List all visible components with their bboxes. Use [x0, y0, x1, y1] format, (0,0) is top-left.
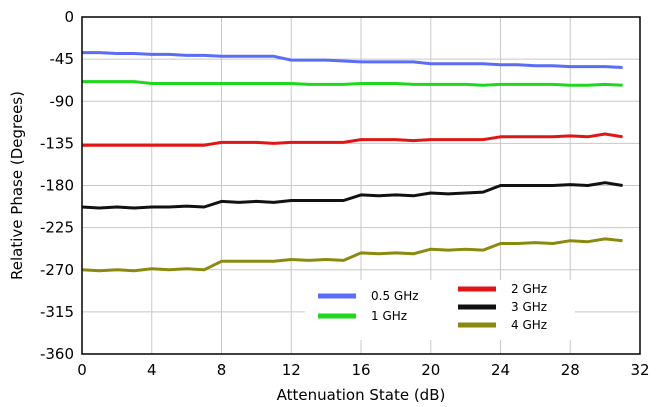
series-line: [81, 181, 623, 210]
y-tick-label: -45: [50, 50, 75, 68]
x-tick-label: 16: [351, 361, 370, 379]
y-tick-label: -315: [40, 303, 74, 321]
plot-frame: [81, 16, 641, 355]
y-axis-label: Relative Phase (Degrees): [8, 91, 26, 280]
legend: 0.5 GHz 1 GHz 2 GHz 3 GHz 4 GHz: [305, 280, 575, 340]
y-tick-label: 0: [64, 8, 74, 26]
y-tick-label: -360: [40, 345, 74, 363]
x-tick-label: 24: [491, 361, 510, 379]
x-tick-label: 8: [217, 361, 227, 379]
x-tick-label: 32: [630, 361, 649, 379]
legend-label: 0.5 GHz: [371, 289, 419, 303]
x-axis-label: Attenuation State (dB): [277, 386, 446, 404]
legend-box: [305, 280, 575, 340]
legend-label: 3 GHz: [511, 300, 547, 314]
y-tick-label: -90: [50, 92, 75, 110]
y-tick-labels: 0 -45 -90 -135 -180 -225 -270 -315 -360: [40, 8, 74, 363]
y-tick-label: -225: [40, 219, 74, 237]
y-tick-label: -180: [40, 177, 74, 195]
series-line: [82, 80, 623, 87]
series-line: [82, 132, 623, 147]
x-tick-labels: 0 4 8 12 16 20 24 28 32: [77, 361, 649, 379]
x-tick-label: 12: [282, 361, 301, 379]
legend-label: 2 GHz: [511, 282, 547, 296]
x-tick-label: 28: [561, 361, 580, 379]
x-tick-label: 4: [147, 361, 157, 379]
y-tick-label: -270: [40, 261, 74, 279]
series-line: [82, 51, 623, 69]
x-tick-label: 0: [77, 361, 87, 379]
series-lines: [81, 51, 623, 273]
series-line: [81, 237, 623, 273]
y-tick-label: -135: [40, 134, 74, 152]
legend-label: 1 GHz: [371, 309, 407, 323]
legend-label: 4 GHz: [511, 318, 547, 332]
x-tick-label: 20: [421, 361, 440, 379]
